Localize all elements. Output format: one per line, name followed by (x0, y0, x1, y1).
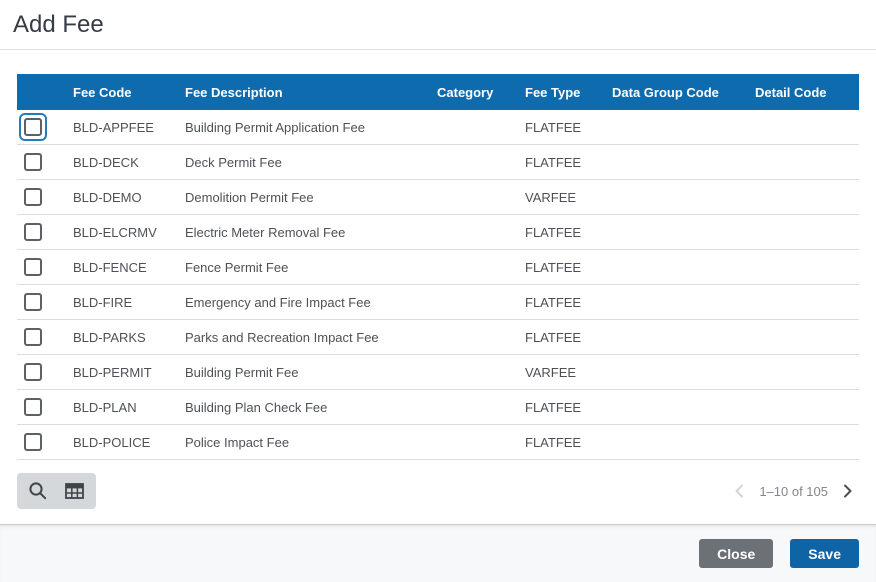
fee-description-cell: Emergency and Fire Impact Fee (185, 294, 371, 310)
checkbox-cell (17, 363, 63, 381)
fee-code-cell: BLD-POLICE (73, 434, 151, 450)
column-header-fee-code: Fee Code (73, 84, 132, 100)
fee-description-cell: Police Impact Fee (185, 434, 290, 450)
table-row: BLD-DEMO Demolition Permit Fee VARFEE (17, 180, 859, 215)
fee-description-cell: Building Permit Fee (185, 364, 299, 380)
table-row: BLD-APPFEE Building Permit Application F… (17, 110, 859, 145)
checkbox-cell (17, 223, 63, 241)
table-row: BLD-PLAN Building Plan Check Fee FLATFEE (17, 390, 859, 425)
table-row: BLD-ELCRMV Electric Meter Removal Fee FL… (17, 215, 859, 250)
search-button[interactable] (28, 481, 48, 501)
grid-view-icon (65, 483, 84, 499)
table-toolbar: 1–10 of 105 (17, 473, 859, 509)
fee-type-cell: FLATFEE (525, 119, 582, 135)
checkbox-cell (17, 398, 63, 416)
fee-description-cell: Building Permit Application Fee (185, 119, 365, 135)
row-checkbox[interactable] (24, 258, 42, 276)
checkbox-cell (17, 188, 63, 206)
table-row: BLD-PARKS Parks and Recreation Impact Fe… (17, 320, 859, 355)
column-header-fee-description: Fee Description (185, 84, 283, 100)
pagination-range-label: 1–10 of 105 (759, 483, 828, 499)
row-checkbox[interactable] (24, 223, 42, 241)
table-row: BLD-DECK Deck Permit Fee FLATFEE (17, 145, 859, 180)
dialog-footer: Close Save (0, 524, 876, 582)
checkbox-focus-ring (19, 113, 47, 141)
fee-code-cell: BLD-PLAN (73, 399, 137, 415)
row-checkbox[interactable] (24, 398, 42, 416)
fee-description-cell: Building Plan Check Fee (185, 399, 328, 415)
column-header-fee-type: Fee Type (525, 84, 581, 100)
next-page-button[interactable] (843, 484, 853, 498)
column-header-detail-code: Detail Code (755, 84, 827, 100)
previous-page-button[interactable] (734, 484, 744, 498)
fee-description-cell: Fence Permit Fee (185, 259, 289, 275)
fee-code-cell: BLD-FIRE (73, 294, 133, 310)
close-button[interactable]: Close (699, 539, 774, 568)
dialog-title-bar: Add Fee (0, 0, 876, 50)
table-header-row: Fee Code Fee Description Category Fee Ty… (17, 74, 859, 110)
fee-description-cell: Electric Meter Removal Fee (185, 224, 346, 240)
table-tools-group (17, 473, 96, 509)
checkbox-cell (17, 113, 63, 141)
row-checkbox[interactable] (24, 328, 42, 346)
fee-code-cell: BLD-PERMIT (73, 364, 152, 380)
chevron-right-icon (844, 484, 852, 498)
table-row: BLD-FENCE Fence Permit Fee FLATFEE (17, 250, 859, 285)
fee-code-cell: BLD-ELCRMV (73, 224, 157, 240)
pagination: 1–10 of 105 (734, 484, 853, 499)
checkbox-cell (17, 153, 63, 171)
row-checkbox[interactable] (24, 153, 42, 171)
fee-type-cell: VARFEE (525, 189, 577, 205)
row-checkbox[interactable] (24, 118, 42, 136)
fee-type-cell: FLATFEE (525, 294, 582, 310)
row-checkbox[interactable] (24, 363, 42, 381)
fee-code-cell: BLD-DECK (73, 154, 139, 170)
fee-code-cell: BLD-DEMO (73, 189, 142, 205)
fee-type-cell: FLATFEE (525, 154, 582, 170)
checkbox-cell (17, 328, 63, 346)
fee-type-cell: FLATFEE (525, 329, 582, 345)
fee-table: Fee Code Fee Description Category Fee Ty… (17, 74, 859, 460)
column-header-data-group-code: Data Group Code (612, 84, 719, 100)
fee-description-cell: Demolition Permit Fee (185, 189, 314, 205)
row-checkbox[interactable] (24, 433, 42, 451)
fee-description-cell: Deck Permit Fee (185, 154, 282, 170)
fee-type-cell: FLATFEE (525, 434, 582, 450)
fee-code-cell: BLD-FENCE (73, 259, 147, 275)
fee-type-cell: FLATFEE (525, 399, 582, 415)
table-row: BLD-FIRE Emergency and Fire Impact Fee F… (17, 285, 859, 320)
fee-description-cell: Parks and Recreation Impact Fee (185, 329, 379, 345)
table-row: BLD-POLICE Police Impact Fee FLATFEE (17, 425, 859, 460)
column-header-category: Category (437, 84, 494, 100)
fee-code-cell: BLD-PARKS (73, 329, 146, 345)
page-title: Add Fee (13, 10, 104, 38)
table-row: BLD-PERMIT Building Permit Fee VARFEE (17, 355, 859, 390)
fee-type-cell: VARFEE (525, 364, 577, 380)
fee-type-cell: FLATFEE (525, 259, 582, 275)
checkbox-cell (17, 258, 63, 276)
checkbox-cell (17, 433, 63, 451)
fee-code-cell: BLD-APPFEE (73, 119, 154, 135)
row-checkbox[interactable] (24, 293, 42, 311)
grid-view-button[interactable] (64, 481, 85, 501)
search-icon (29, 482, 47, 500)
save-button[interactable]: Save (790, 539, 859, 568)
checkbox-cell (17, 293, 63, 311)
dialog-content: Fee Code Fee Description Category Fee Ty… (0, 50, 876, 509)
row-checkbox[interactable] (24, 188, 42, 206)
chevron-left-icon (735, 484, 744, 498)
fee-type-cell: FLATFEE (525, 224, 582, 240)
